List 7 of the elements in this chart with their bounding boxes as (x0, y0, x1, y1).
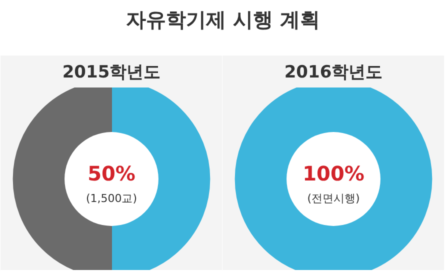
chart-title: 2016학년도 (284, 62, 383, 82)
text: 자유학기제 시행 계획 (126, 8, 320, 32)
text: 50% (88, 161, 136, 186)
text: 100% (302, 161, 364, 186)
text: (1,500교) (86, 192, 138, 206)
chart-title: 2015학년도 (62, 62, 161, 82)
text: (전면시행) (307, 192, 360, 206)
